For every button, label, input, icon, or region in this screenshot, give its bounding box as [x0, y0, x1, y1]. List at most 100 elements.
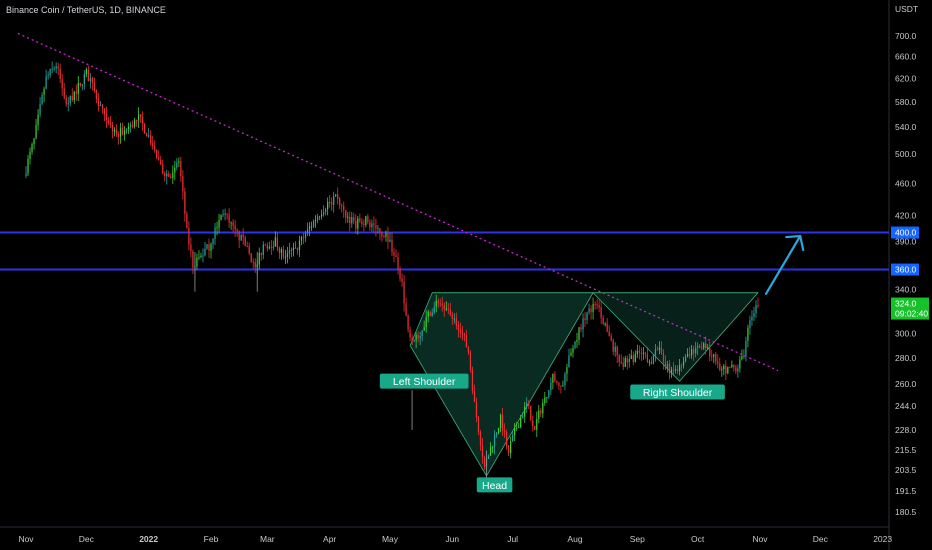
price-tick-label: 500.0 [895, 149, 917, 159]
time-tick-label: Nov [752, 534, 768, 544]
candle-body [489, 447, 492, 456]
candle-body [491, 446, 494, 448]
descending-trendline[interactable] [17, 32, 779, 372]
price-tick-label: 420.0 [895, 210, 917, 220]
candle-countdown-label: 09:02:40 [895, 309, 928, 319]
candle-body [616, 346, 618, 356]
candle-body [224, 213, 226, 215]
candle-body [399, 268, 401, 279]
candle-body [688, 354, 691, 356]
candle-body [592, 303, 594, 313]
candle-body [117, 133, 120, 137]
candle-body [97, 98, 100, 106]
candle-body [365, 216, 367, 225]
candle-body [445, 308, 447, 310]
candle-body [218, 219, 220, 228]
candle-body [662, 353, 665, 362]
candle-body [371, 223, 373, 228]
candle-body [749, 320, 751, 328]
candle-body [208, 244, 210, 251]
candle-body [391, 239, 393, 253]
candle-body [142, 116, 144, 124]
candle-body [463, 333, 466, 336]
candle-body [123, 130, 126, 135]
time-tick-label: Mar [260, 534, 275, 544]
time-tick-label: Apr [323, 534, 336, 544]
candle-body [363, 223, 365, 225]
candle-body [481, 445, 484, 457]
price-axis[interactable]: 700.0 660.0 620.0 580.0 540.0 500.0 460.0 420.0… [891, 31, 929, 517]
time-tick-label: Jun [445, 534, 459, 544]
candle-body [566, 367, 568, 374]
candle-body [735, 367, 737, 372]
candle-body [530, 406, 532, 421]
time-tick-label: Aug [567, 534, 582, 544]
candle-body [347, 216, 349, 218]
candle-body [723, 365, 725, 370]
candle-body [475, 401, 478, 417]
candle-body [727, 366, 729, 374]
candle-body [479, 432, 482, 446]
candle-body [91, 77, 93, 83]
candle-body [417, 334, 419, 339]
candle-body [99, 104, 102, 106]
candle-body [576, 339, 578, 342]
candle-body [300, 237, 303, 241]
candle-body [419, 336, 421, 339]
candle-body [584, 318, 586, 321]
candle-body [240, 234, 242, 241]
candle-body [320, 214, 323, 217]
level-price-label: 360.0 [895, 265, 917, 275]
candle-body [238, 231, 240, 241]
time-axis[interactable]: Nov Dec 2022 Feb Mar Apr May Jun Jul Aug Sep Oct Nov… [18, 534, 892, 544]
candle-body [385, 232, 387, 237]
candle-body [510, 441, 512, 453]
candle-body [707, 347, 709, 349]
candle-body [743, 355, 745, 357]
candle-body [152, 143, 154, 147]
candle-body [697, 345, 699, 348]
candle-body [725, 365, 727, 374]
candle-body [381, 233, 383, 237]
candle-body [457, 325, 459, 331]
candle-body [654, 349, 657, 356]
candle-body [693, 349, 695, 354]
candle-body [516, 427, 518, 429]
candle-body [252, 261, 254, 263]
pattern-annotation-label: Left Shoulder [393, 376, 456, 388]
candle-body [556, 381, 558, 383]
candle-body [210, 244, 212, 251]
candle-body [403, 281, 405, 304]
candle-body [113, 129, 116, 132]
candle-body [612, 340, 614, 352]
candle-body [274, 237, 276, 247]
price-tick-label: 700.0 [895, 31, 917, 41]
candle-body [596, 304, 598, 306]
candle-body [25, 173, 27, 176]
candle-body [327, 202, 329, 210]
candle-body [37, 114, 39, 126]
candle-body [684, 356, 687, 362]
candle-body [415, 334, 417, 341]
candle-body [409, 329, 411, 338]
candle-body [137, 114, 140, 121]
candle-body [198, 256, 200, 258]
candle-body [375, 225, 377, 229]
candle-body [435, 300, 437, 307]
candle-body [196, 257, 198, 267]
candle-body [483, 456, 486, 467]
candle-body [302, 237, 305, 239]
candle-body [322, 211, 325, 215]
candle-body [298, 240, 301, 251]
candle-body [546, 397, 548, 399]
breakout-arrow-head [785, 234, 805, 252]
level-price-label-box [891, 226, 919, 239]
candle-body [447, 308, 449, 310]
candle-body [757, 305, 759, 307]
candle-body [286, 253, 289, 257]
price-tick-label: 580.0 [895, 97, 917, 107]
candle-body [632, 355, 634, 363]
candle-body [47, 75, 49, 77]
